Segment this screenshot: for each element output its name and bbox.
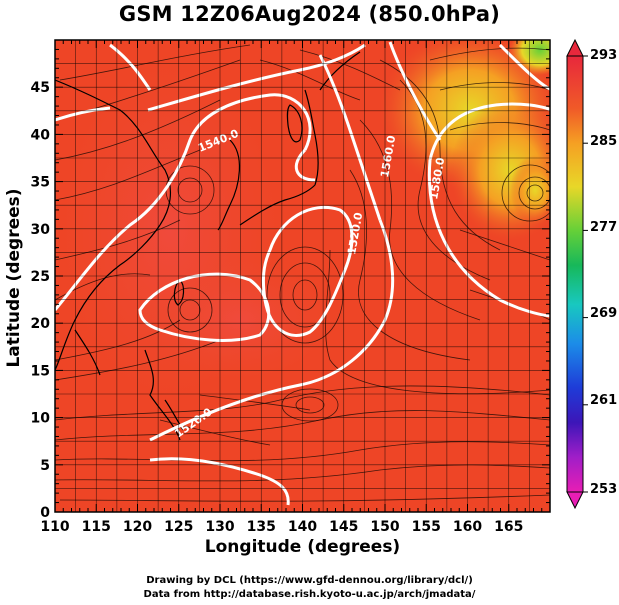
x-tick-label: 135 [247, 519, 276, 535]
x-axis-label: Longitude (degrees) [204, 537, 401, 557]
y-tick-label: 20 [31, 316, 51, 332]
x-tick-label: 150 [370, 519, 399, 535]
x-tick-label: 140 [288, 519, 317, 535]
y-tick-labels: 0 5 10 15 20 25 30 35 40 45 [31, 80, 51, 521]
temperature-field [55, 40, 550, 512]
y-tick-label: 15 [31, 363, 50, 379]
y-tick-label: 0 [40, 505, 50, 521]
credit-line: Drawing by DCL (https://www.gfd-dennou.o… [146, 575, 473, 586]
y-tick-label: 30 [31, 222, 51, 238]
colorbar-label: 277 [590, 220, 618, 235]
colorbar-bar [566, 55, 584, 493]
x-tick-label: 110 [40, 519, 69, 535]
colorbar-label: 261 [590, 393, 618, 408]
colorbar-label: 293 [590, 48, 618, 63]
colorbar-top-arrow [566, 38, 584, 57]
lat-lon-grid [55, 40, 550, 512]
x-tick-label: 115 [82, 519, 111, 535]
y-tick-label: 25 [31, 269, 50, 285]
axis-ticks [54, 39, 551, 513]
x-tick-label: 165 [494, 519, 523, 535]
x-tick-label: 155 [412, 519, 441, 535]
y-tick-label: 35 [31, 175, 50, 191]
x-tick-labels: 110 115 120 125 130 135 140 145 150 155 160 165 [40, 519, 523, 535]
credit-line: Data from http://database.rish.kyoto-u.a… [143, 589, 476, 600]
y-tick-label: 45 [31, 80, 50, 96]
x-tick-label: 145 [329, 519, 358, 535]
y-tick-label: 40 [31, 127, 51, 143]
y-tick-label: 5 [40, 458, 50, 474]
colorbar-label: 269 [590, 306, 618, 321]
x-tick-label: 125 [164, 519, 193, 535]
colorbar-label: 253 [590, 482, 618, 497]
y-tick-label: 10 [31, 411, 51, 427]
x-tick-label: 120 [123, 519, 152, 535]
colorbar-bottom-arrow [566, 491, 584, 510]
x-tick-label: 130 [205, 519, 234, 535]
y-axis-label: Latitude (degrees) [4, 188, 24, 368]
colorbar-label: 285 [590, 134, 618, 149]
chart-title: GSM 12Z06Aug2024 (850.0hPa) [118, 2, 501, 26]
x-tick-label: 160 [453, 519, 482, 535]
colorbar [566, 38, 588, 510]
